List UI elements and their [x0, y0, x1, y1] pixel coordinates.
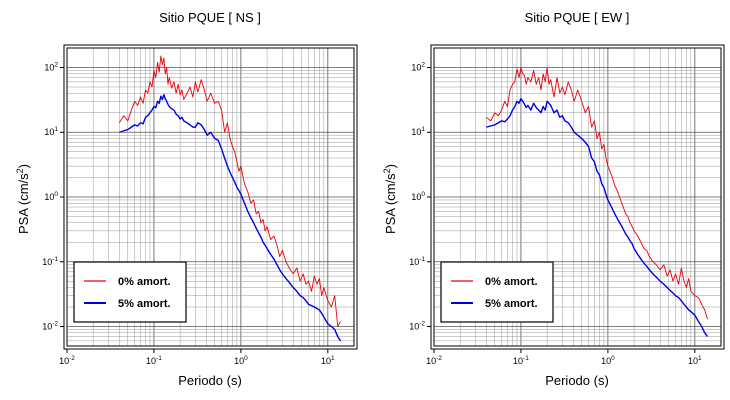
y-axis-label-sup: 2 — [15, 168, 25, 173]
chart-title: Sitio PQUE [ EW ] — [525, 10, 630, 25]
x-axis-label: Periodo (s) — [545, 373, 609, 388]
y-tick-label: 10-1 — [409, 256, 425, 267]
chart-title: Sitio PQUE [ NS ] — [159, 10, 261, 25]
x-tick-label: 10-2 — [59, 355, 75, 366]
x-tick-label: 101 — [688, 355, 702, 366]
y-tick-label: 102 — [44, 61, 58, 72]
legend-label: 0% amort. — [118, 276, 171, 288]
y-tick-label: 101 — [411, 126, 425, 137]
legend-box — [440, 261, 554, 323]
y-axis-label-main: PSA (cm/s — [383, 173, 398, 234]
y-axis-label-end: ) — [383, 164, 398, 168]
legend-label: 0% amort. — [485, 276, 538, 288]
plot-area: 10-2 10-1 100 101 10-2 10-1 100 101 102 0% amort.… — [42, 44, 358, 366]
x-tick-label: 10-1 — [513, 355, 529, 366]
series-line-damped — [119, 93, 342, 342]
x-tick-label: 100 — [601, 355, 615, 366]
y-tick-label: 10-1 — [42, 256, 58, 267]
y-tick-label: 101 — [44, 126, 58, 137]
y-axis-label-sup: 2 — [382, 168, 392, 173]
series-line-undamped — [486, 67, 708, 320]
y-tick-label: 10-2 — [42, 321, 58, 332]
y-axis-label-main: PSA (cm/s — [16, 173, 31, 234]
plot-area: 10-2 10-1 100 101 10-2 10-1 100 101 102 0% amort.… — [409, 44, 725, 366]
y-tick-label: 100 — [44, 191, 58, 202]
plot-frame — [66, 47, 355, 347]
x-tick-label: 10-2 — [426, 355, 442, 366]
x-tick-label: 10-1 — [146, 355, 162, 366]
legend: 0% amort. 5% amort. — [73, 261, 187, 323]
y-tick-label: 100 — [411, 191, 425, 202]
y-axis-label: PSA (cm/s2) — [15, 164, 31, 234]
y-axis-label-end: ) — [16, 164, 31, 168]
x-tick-label: 101 — [321, 355, 335, 366]
x-tick-label: 100 — [234, 355, 248, 366]
y-tick-label: 102 — [411, 61, 425, 72]
legend: 0% amort. 5% amort. — [440, 261, 554, 323]
y-tick-label: 10-2 — [409, 321, 425, 332]
x-axis-label: Periodo (s) — [178, 373, 242, 388]
panel-ns: Sitio PQUE [ NS ] 10-2 10-1 100 101 10-2 10-1… — [15, 10, 358, 388]
series-line-undamped — [118, 55, 341, 327]
legend-box — [73, 261, 187, 323]
series-line-damped — [486, 97, 709, 337]
legend-label: 5% amort. — [118, 298, 171, 310]
y-axis-label: PSA (cm/s2) — [382, 164, 398, 234]
plot-frame — [433, 47, 722, 347]
legend-label: 5% amort. — [485, 298, 538, 310]
panel-ew: Sitio PQUE [ EW ] 10-2 10-1 100 101 10-2 10-1… — [382, 10, 725, 388]
